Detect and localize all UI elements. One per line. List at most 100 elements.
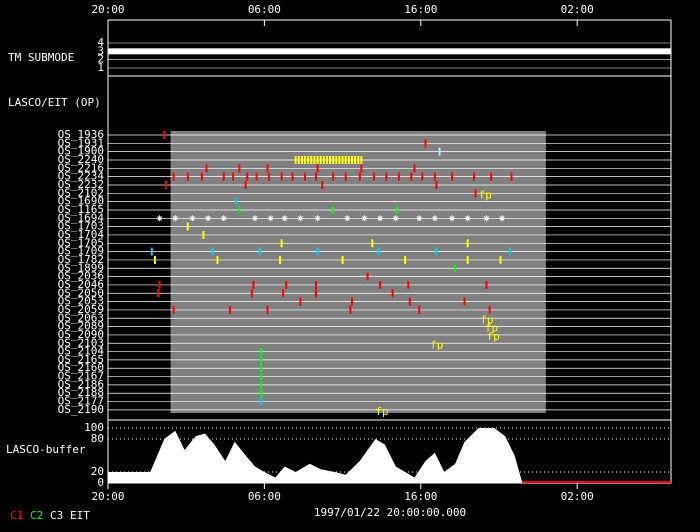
event (488, 305, 491, 314)
event (397, 172, 400, 181)
row-label: OS_2063 (58, 311, 104, 324)
event (341, 155, 344, 164)
event (282, 289, 285, 298)
buffer-tick-label: 0 (97, 476, 104, 489)
row-label: OS_2177 (58, 395, 104, 408)
event (186, 172, 189, 181)
event (266, 305, 269, 314)
event-asterisk (314, 215, 321, 222)
event (332, 172, 335, 181)
event (314, 172, 317, 181)
event (313, 155, 316, 164)
event (280, 172, 283, 181)
event (404, 255, 407, 264)
event (358, 172, 361, 181)
event (371, 239, 374, 248)
event-asterisk (267, 215, 274, 222)
event (285, 280, 288, 289)
event (260, 372, 263, 381)
buffer-tick-label: 100 (84, 421, 104, 434)
event (344, 172, 347, 181)
event (485, 280, 488, 289)
event (510, 172, 513, 181)
event-asterisk (189, 215, 196, 222)
row-label: OS_2240 (58, 153, 104, 166)
event-asterisk (156, 215, 163, 222)
row-label: OS_2103 (58, 336, 104, 349)
row-label: OS_1690 (58, 195, 104, 208)
event (280, 239, 283, 248)
row-label: OS_2090 (58, 328, 104, 341)
event-label: fp (430, 338, 443, 351)
event (260, 364, 263, 373)
buffer-tick-label: 20 (91, 465, 104, 478)
bottom-tick-label: 16:00 (404, 490, 437, 503)
event (304, 155, 307, 164)
event (232, 172, 235, 181)
legend-entry: C2 (30, 509, 43, 522)
event (314, 280, 317, 289)
event (435, 180, 438, 189)
event (158, 280, 161, 289)
event (344, 155, 347, 164)
row-label: OS_2036 (58, 270, 104, 283)
event (291, 172, 294, 181)
event (347, 155, 350, 164)
legend-entry: C3 (50, 509, 63, 522)
event-asterisk (449, 215, 456, 222)
event (396, 205, 399, 214)
event (413, 164, 416, 173)
event (379, 280, 382, 289)
submode-band (108, 48, 671, 55)
row-label: OS_2167 (58, 370, 104, 383)
event (335, 155, 338, 164)
event-asterisk (205, 215, 212, 222)
event (255, 172, 258, 181)
row-label: OS_2104 (58, 345, 105, 358)
buffer-area (108, 428, 523, 483)
event-asterisk (392, 215, 399, 222)
event (268, 172, 271, 181)
row-label: OS_1694 (58, 211, 105, 224)
event (299, 297, 302, 306)
event (228, 305, 231, 314)
event (310, 155, 313, 164)
event (250, 289, 253, 298)
event (246, 172, 249, 181)
event (163, 131, 166, 139)
event (472, 172, 475, 181)
event (186, 222, 189, 231)
row-label: OS_2232 (58, 178, 104, 191)
row-label: OS_1704 (58, 228, 105, 241)
event (205, 164, 208, 173)
event (266, 164, 269, 173)
event (294, 155, 297, 164)
row-label: OS_2234 (58, 170, 105, 183)
event (360, 155, 363, 164)
event (366, 272, 369, 281)
event (466, 239, 469, 248)
event (157, 289, 160, 298)
event (385, 172, 388, 181)
event (350, 155, 353, 164)
event (357, 155, 360, 164)
top-tick-label: 06:00 (248, 3, 281, 16)
event (325, 155, 328, 164)
event (304, 172, 307, 181)
row-label: OS_1931 (58, 136, 104, 149)
event (316, 155, 319, 164)
event (258, 247, 261, 256)
row-label: OS_2165 (58, 353, 104, 366)
event (172, 172, 175, 181)
event (490, 172, 493, 181)
event (508, 247, 511, 256)
submode-tick-label: 4 (97, 36, 104, 49)
ops-label: LASCO/EIT (OP) (8, 96, 101, 109)
event-asterisk (172, 215, 179, 222)
event (238, 164, 241, 173)
submode-tick-label: 2 (97, 53, 104, 66)
legend-entry: EIT (70, 509, 90, 522)
event-asterisk (464, 215, 471, 222)
event (410, 172, 413, 181)
event-asterisk (361, 215, 368, 222)
